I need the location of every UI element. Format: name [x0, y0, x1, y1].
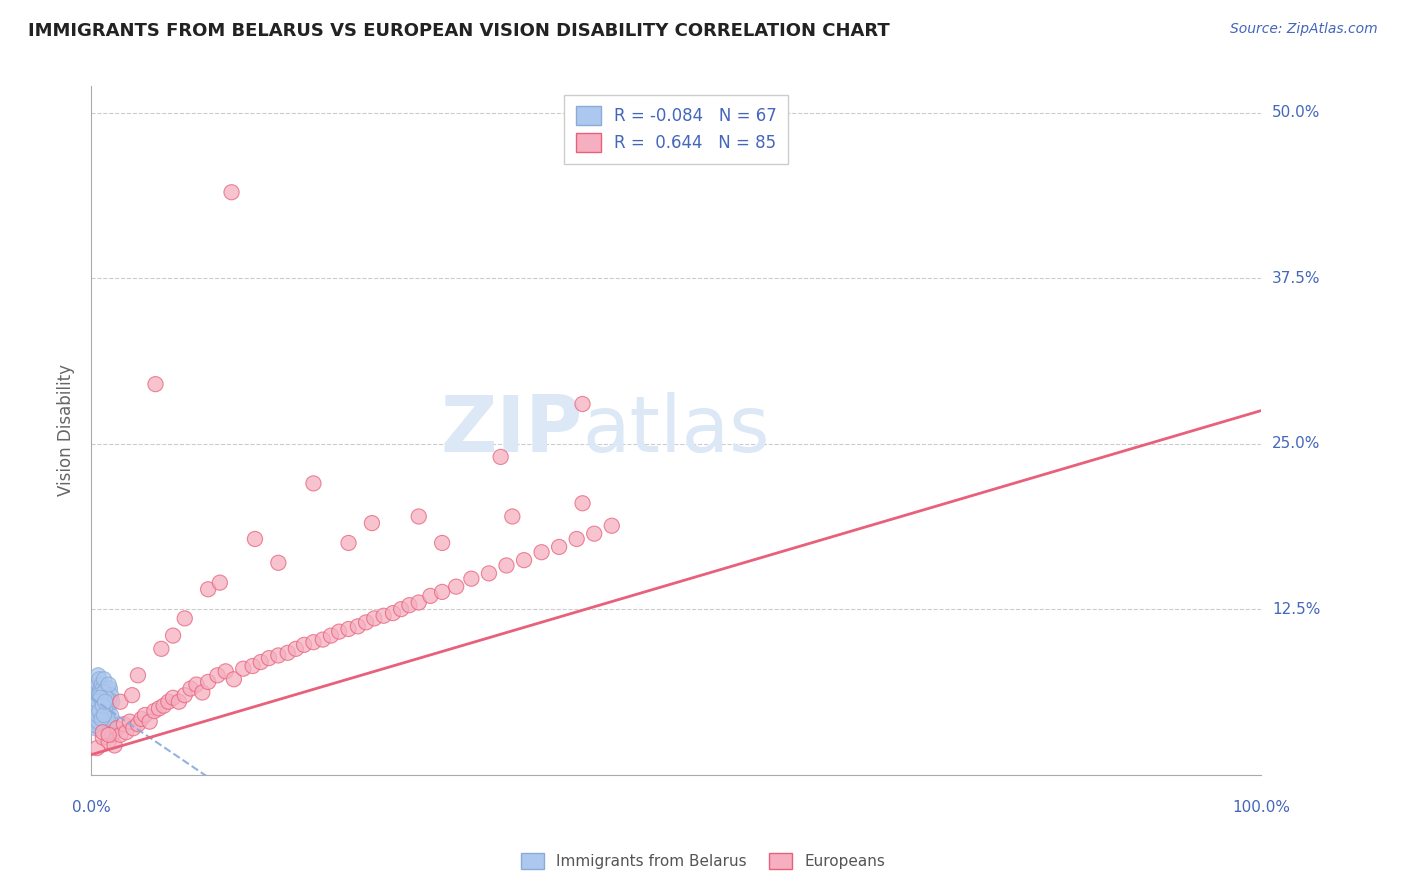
Text: 12.5%: 12.5% [1272, 601, 1320, 616]
Y-axis label: Vision Disability: Vision Disability [58, 365, 75, 497]
Text: 37.5%: 37.5% [1272, 271, 1320, 285]
Text: 50.0%: 50.0% [1272, 105, 1320, 120]
Text: 0.0%: 0.0% [72, 799, 111, 814]
Text: 25.0%: 25.0% [1272, 436, 1320, 451]
Text: Source: ZipAtlas.com: Source: ZipAtlas.com [1230, 22, 1378, 37]
Legend: Immigrants from Belarus, Europeans: Immigrants from Belarus, Europeans [515, 847, 891, 875]
Legend: R = -0.084   N = 67, R =  0.644   N = 85: R = -0.084 N = 67, R = 0.644 N = 85 [564, 95, 789, 164]
Text: ZIP: ZIP [440, 392, 582, 468]
Text: atlas: atlas [582, 392, 770, 468]
Text: 100.0%: 100.0% [1232, 799, 1291, 814]
Text: IMMIGRANTS FROM BELARUS VS EUROPEAN VISION DISABILITY CORRELATION CHART: IMMIGRANTS FROM BELARUS VS EUROPEAN VISI… [28, 22, 890, 40]
